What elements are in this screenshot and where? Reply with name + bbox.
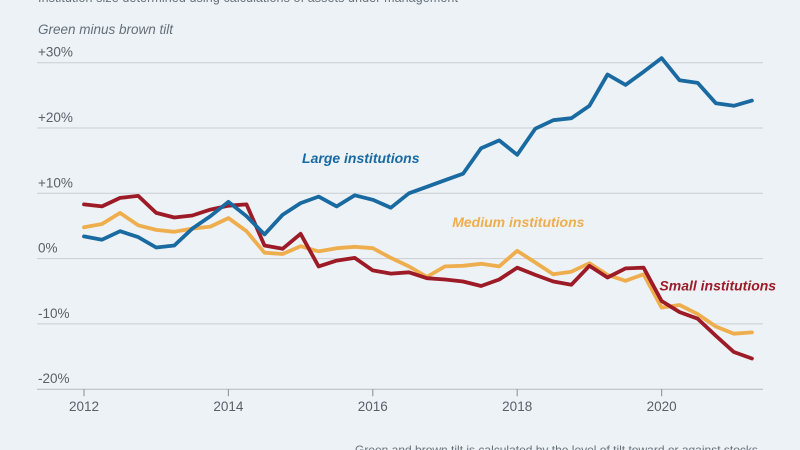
x-tick-label: 2012 [69,399,99,414]
figure-note-top: Institution size determined using calcul… [38,0,458,5]
y-tick-label: +30% [38,45,73,60]
y-tick-label: 0% [38,241,58,256]
y-axis-title: Green minus brown tilt [38,22,174,37]
x-tick-label: 2016 [358,399,388,414]
y-tick-label: +10% [38,175,73,190]
figure-note-bottom: Green and brown tilt is calculated by th… [355,443,758,450]
series-line-large-institutions [82,56,754,250]
x-tick-label: 2020 [647,399,677,414]
series-label-large-institutions: Large institutions [302,150,420,166]
y-tick-label: -20% [38,371,70,386]
x-tick-label: 2018 [502,399,532,414]
series-label-medium-institutions: Medium institutions [452,214,584,230]
y-tick-label: -10% [38,306,70,321]
y-tick-label: +20% [38,110,73,125]
series-line-small-institutions [82,193,754,361]
series-label-small-institutions: Small institutions [659,277,776,293]
x-tick-label: 2014 [213,399,244,414]
